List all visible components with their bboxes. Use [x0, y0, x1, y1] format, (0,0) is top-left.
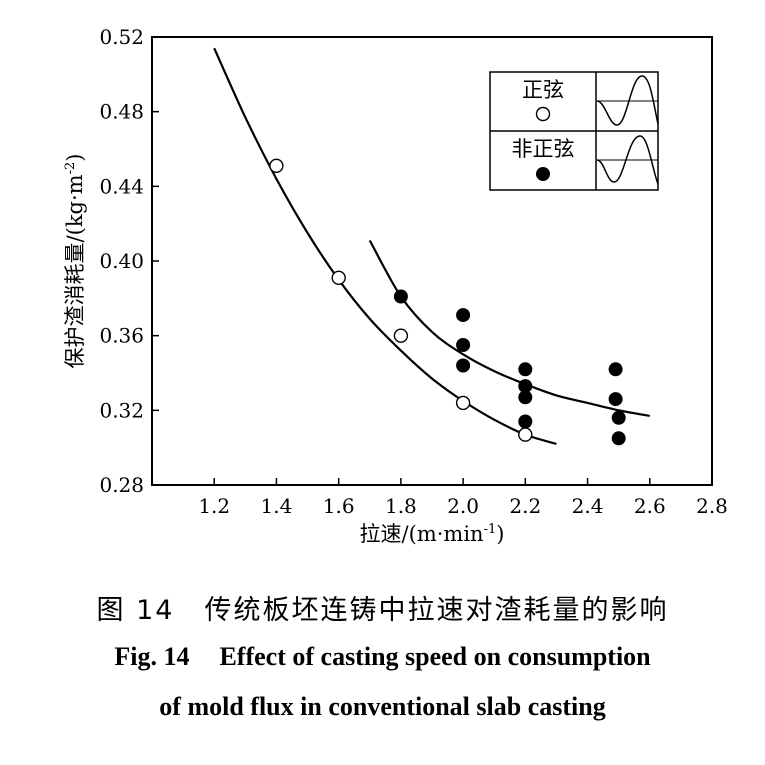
y-tick-label: 0.40: [99, 249, 144, 273]
data-point-sine: [393, 328, 409, 343]
data-point-non-sine: [608, 392, 623, 407]
chart: 1.2 1.4 1.6 1.8 2.0 2.2 2.4 2.6 2.8 0.28 0.32 0.36…: [63, 25, 728, 546]
y-axis-label: 保护渣消耗量/(kg·m-2): [63, 154, 87, 369]
x-tick-label: 2.8: [696, 494, 728, 518]
non-sine-wave-icon: [596, 135, 659, 185]
x-axis-ticks: 1.2 1.4 1.6 1.8 2.0 2.2 2.4 2.6 2.8: [198, 478, 728, 518]
data-point-non-sine: [611, 431, 626, 446]
caption-chinese: 图 14 传统板坯连铸中拉速对渣耗量的影响: [0, 588, 765, 627]
y-tick-label: 0.36: [99, 324, 144, 348]
x-axis-label: 拉速/(m·min-1): [360, 522, 505, 546]
legend-marker-open-circle: [535, 106, 551, 122]
sine-wave-icon: [596, 75, 659, 126]
data-point-non-sine: [518, 390, 533, 405]
data-point-sine: [269, 158, 284, 174]
data-point-non-sine: [456, 358, 471, 373]
data-point-non-sine: [611, 410, 626, 425]
data-points: [269, 158, 626, 446]
y-axis-ticks: 0.28 0.32 0.36 0.40 0.44 0.48 0.52: [99, 25, 159, 497]
data-point-non-sine: [456, 338, 471, 352]
data-point-non-sine: [518, 414, 533, 429]
legend: 正弦 非正弦: [489, 71, 659, 191]
fit-curve-non-sine: [368, 239, 650, 417]
x-tick-label: 2.2: [509, 494, 541, 518]
y-tick-label: 0.32: [99, 398, 144, 422]
caption-english-text-1: Effect of casting speed on consumption: [219, 642, 651, 671]
data-point-non-sine: [518, 362, 533, 377]
legend-label-non-sine: 非正弦: [512, 137, 575, 161]
caption-english-label: Fig. 14: [114, 642, 190, 671]
x-tick-label: 2.6: [634, 494, 666, 518]
x-tick-label: 1.6: [323, 494, 355, 518]
caption-english-line2: of mold flux in conventional slab castin…: [159, 692, 606, 721]
legend-marker-filled-circle: [536, 167, 550, 181]
y-tick-label: 0.48: [99, 100, 144, 124]
data-point-non-sine: [393, 289, 408, 304]
x-tick-label: 1.4: [261, 494, 293, 518]
x-tick-label: 2.0: [447, 494, 479, 518]
y-tick-label: 0.44: [99, 174, 144, 198]
fit-curve-sine: [213, 47, 557, 445]
data-point-sine: [331, 270, 346, 285]
caption-chinese-label: 图 14: [96, 595, 175, 626]
legend-label-sine: 正弦: [522, 78, 564, 102]
y-tick-label: 0.28: [99, 473, 144, 497]
fit-curves: [213, 47, 650, 445]
data-point-non-sine: [456, 308, 471, 323]
data-point-non-sine: [608, 362, 623, 377]
x-tick-label: 2.4: [572, 494, 604, 518]
data-point-non-sine: [518, 379, 533, 394]
y-tick-label: 0.52: [99, 25, 144, 49]
x-tick-label: 1.2: [198, 494, 230, 518]
caption-chinese-text: 传统板坯连铸中拉速对渣耗量的影响: [204, 595, 669, 626]
caption-english-line1: Fig. 14 Effect of casting speed on consum…: [0, 642, 765, 672]
x-tick-label: 1.8: [385, 494, 417, 518]
data-point-sine: [455, 395, 471, 411]
data-point-sine: [518, 427, 533, 442]
